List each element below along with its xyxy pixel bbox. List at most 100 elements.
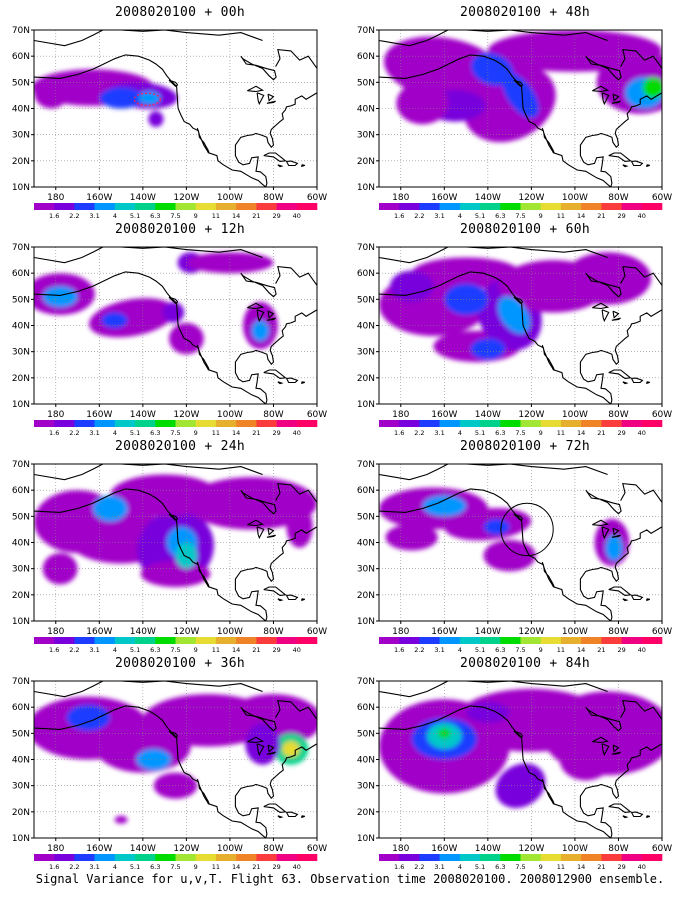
colorbar-swatch (641, 637, 663, 644)
lat-tick-label: 50N (12, 295, 30, 305)
lat-tick-label: 40N (12, 756, 30, 766)
colorbar-swatch (155, 420, 176, 427)
colorbar-label: 4 (458, 863, 462, 871)
lat-tick-label: 70N (357, 460, 375, 470)
colorbar-swatch (296, 420, 318, 427)
colorbar-label: 3.1 (434, 646, 444, 654)
lon-tick-label: 80W (608, 627, 628, 637)
variance-contour (471, 52, 514, 86)
variance-contour (559, 738, 612, 781)
variance-map: 70N 60N 50N 40N 30N 20N 10N 180 160W 140W 120W 100W… (357, 677, 672, 871)
colorbar-label: 21 (597, 212, 605, 220)
target-area-marker (133, 92, 161, 106)
colorbar-swatch (135, 420, 156, 427)
lon-tick-label: 160W (431, 627, 457, 637)
variance-map: 70N 60N 50N 40N 30N 20N 10N 180 160W 140W 120W 100W… (12, 677, 327, 871)
colorbar-swatch (621, 637, 643, 644)
colorbar-label: 1.6 (394, 863, 404, 871)
lat-tick-label: 20N (12, 591, 30, 601)
colorbar-swatch (236, 420, 257, 427)
lat-tick-label: 20N (357, 374, 375, 384)
lat-tick-label: 60N (12, 52, 30, 62)
lon-tick-label: 120W (518, 410, 544, 420)
colorbar-label: 6.3 (495, 212, 505, 220)
lat-tick-label: 10N (12, 617, 30, 627)
panel-title: 2008020100 + 84h (459, 656, 591, 671)
variance-contour (396, 82, 449, 125)
colorbar-label: 29 (617, 646, 625, 654)
lon-tick-label: 60W (652, 627, 672, 637)
colorbar-label: 2.2 (414, 646, 424, 654)
colorbar-label: 4 (458, 212, 462, 220)
target-circle (500, 502, 554, 557)
lat-tick-label: 20N (12, 157, 30, 167)
colorbar-label: 5.1 (130, 863, 140, 871)
colorbar-swatch (215, 637, 237, 644)
colorbar-label: 2.2 (69, 646, 79, 654)
colorbar-swatch (114, 203, 136, 210)
colorbar-label: 7.5 (170, 212, 180, 220)
colorbar-swatch (34, 637, 55, 644)
colorbar-swatch (135, 637, 156, 644)
colorbar-swatch (236, 854, 257, 861)
colorbar-label: 1.6 (49, 646, 59, 654)
variance-field (379, 252, 652, 363)
lat-tick-label: 30N (357, 348, 375, 358)
lat-tick-label: 60N (357, 52, 375, 62)
colorbar-label: 3.1 (89, 863, 99, 871)
colorbar-swatch (459, 637, 481, 644)
colorbar-label: 7.5 (515, 212, 525, 220)
lat-tick-label: 10N (357, 617, 375, 627)
lon-tick-label: 100W (217, 193, 243, 203)
colorbar-swatch (399, 637, 420, 644)
colorbar-swatch (560, 854, 582, 861)
colorbar-swatch (195, 854, 217, 861)
colorbar-swatch (621, 854, 643, 861)
colorbar-label: 7.5 (515, 863, 525, 871)
colorbar-swatch (500, 420, 521, 427)
variance-contour (114, 815, 128, 824)
lat-tick-label: 50N (12, 729, 30, 739)
lon-tick-label: 100W (217, 844, 243, 854)
colorbar-swatch (175, 203, 196, 210)
colorbar-swatch (419, 637, 440, 644)
colorbar-swatch (540, 637, 562, 644)
colorbar-label: 2.2 (69, 212, 79, 220)
lon-tick-label: 100W (217, 627, 243, 637)
colorbar-swatch (215, 854, 237, 861)
colorbar-swatch (114, 637, 136, 644)
lat-tick-label: 10N (357, 183, 375, 193)
colorbar-swatch (601, 203, 622, 210)
colorbar-label: 7.5 (170, 429, 180, 437)
variance-contour (136, 749, 172, 770)
colorbar-swatch (34, 203, 55, 210)
lat-tick-label: 40N (357, 756, 375, 766)
lon-tick-label: 160W (431, 844, 457, 854)
colorbar-label: 1.6 (394, 429, 404, 437)
lon-tick-label: 60W (307, 193, 327, 203)
colorbar-swatch (195, 420, 217, 427)
colorbar-swatch (459, 854, 481, 861)
variance-contour (642, 77, 662, 99)
colorbar-swatch (581, 420, 602, 427)
lat-tick-label: 70N (357, 677, 375, 687)
colorbar-label: 29 (272, 863, 280, 871)
lon-tick-label: 80W (608, 410, 628, 420)
lon-tick-label: 120W (173, 193, 199, 203)
colorbar-swatch (94, 637, 116, 644)
lon-tick-label: 160W (431, 193, 457, 203)
colorbar-label: 9 (194, 646, 198, 654)
colorbar-swatch (621, 420, 643, 427)
colorbar-swatch (399, 203, 420, 210)
lon-tick-label: 140W (475, 193, 501, 203)
variance-contour (389, 270, 434, 302)
colorbar-label: 9 (539, 646, 543, 654)
colorbar-swatch (459, 420, 481, 427)
colorbar-swatch (74, 203, 95, 210)
lat-tick-label: 60N (357, 269, 375, 279)
colorbar-label: 4 (458, 646, 462, 654)
colorbar-label: 11 (212, 212, 220, 220)
colorbar-swatch (114, 420, 136, 427)
colorbar-swatch (500, 203, 521, 210)
lon-tick-label: 80W (263, 193, 283, 203)
